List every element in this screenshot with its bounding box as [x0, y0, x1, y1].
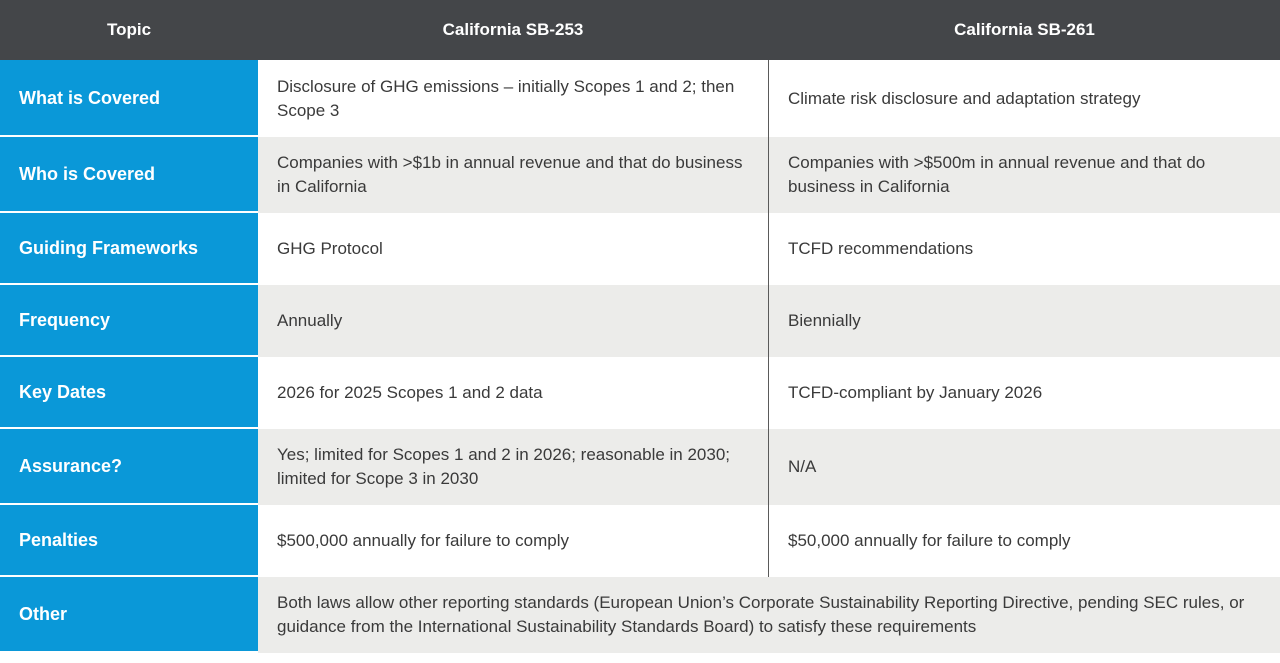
sb261-cell: Climate risk disclosure and adaptation s…: [788, 88, 1141, 108]
table-row: What is Covered Disclosure of GHG emissi…: [0, 60, 1280, 137]
other-cell: Both laws allow other reporting standard…: [277, 593, 1245, 636]
header-sb261: California SB-261: [954, 20, 1095, 39]
header-topic: Topic: [106, 20, 152, 39]
table-row: Guiding Frameworks GHG Protocol TCFD rec…: [0, 213, 1280, 285]
row-topic: Frequency: [0, 285, 258, 357]
table-row: Key Dates 2026 for 2025 Scopes 1 and 2 d…: [0, 357, 1280, 429]
sb261-cell: N/A: [788, 457, 817, 476]
sb261-cell: Biennially: [788, 311, 861, 330]
header-row: Topic California SB-253 California SB-26…: [0, 0, 1280, 60]
sb253-cell: 2026 for 2025 Scopes 1 and 2 data: [258, 357, 769, 429]
sb261-cell: Companies with >$500m in annual revenue …: [788, 153, 1206, 196]
sb253-cell: Annually: [258, 285, 769, 357]
table-row: Assurance? Yes; limited for Scopes 1 and…: [0, 429, 1280, 505]
header-sb253: California SB-253: [258, 0, 769, 60]
sb253-cell: $500,000 annually for failure to comply: [258, 505, 769, 577]
sb261-cell: TCFD-compliant by January 2026: [788, 383, 1043, 402]
row-topic: Guiding Frameworks: [0, 213, 258, 285]
row-topic: Assurance?: [0, 429, 258, 505]
table-row: Penalties $500,000 annually for failure …: [0, 505, 1280, 577]
sb261-cell: $50,000 annually for failure to comply: [788, 531, 1071, 550]
sb261-cell: TCFD recommendations: [788, 239, 974, 258]
row-topic: Key Dates: [0, 357, 258, 429]
sb253-cell: GHG Protocol: [258, 213, 769, 285]
table-row: Who is Covered Companies with >$1b in an…: [0, 137, 1280, 213]
table-row: Frequency Annually Biennially: [0, 285, 1280, 357]
row-topic: What is Covered: [0, 60, 258, 137]
row-topic: Other: [0, 577, 258, 653]
sb253-cell: Yes; limited for Scopes 1 and 2 in 2026;…: [258, 429, 769, 505]
sb253-cell: Companies with >$1b in annual revenue an…: [258, 137, 769, 213]
row-topic: Penalties: [0, 505, 258, 577]
row-topic: Who is Covered: [0, 137, 258, 213]
sb253-cell: Disclosure of GHG emissions – initially …: [258, 60, 769, 137]
table-row-other: Other Both laws allow other reporting st…: [0, 577, 1280, 653]
